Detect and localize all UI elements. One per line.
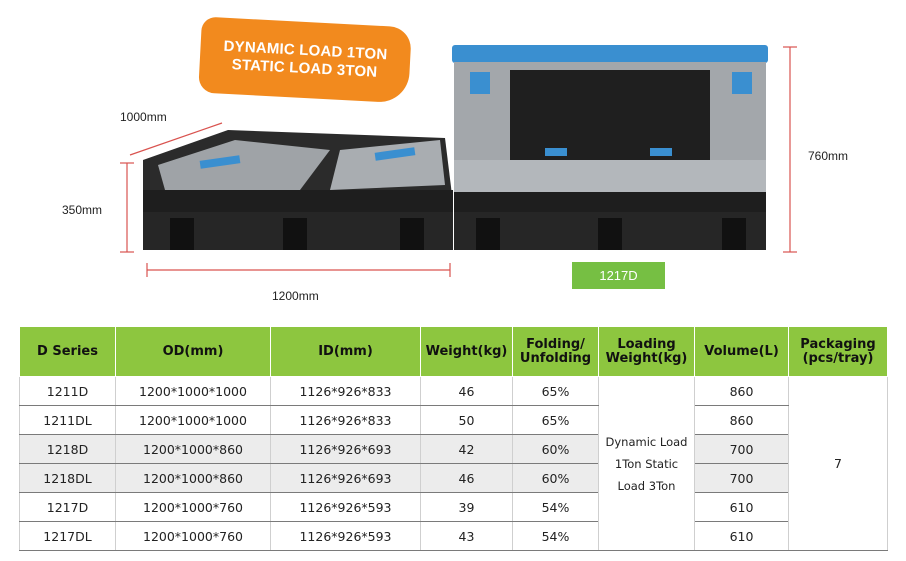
cell-volume: 860 [694,376,789,406]
cell-folding: 65% [512,376,599,406]
cell-od: 1200*1000*860 [115,434,271,464]
table-row: 1217DL 1200*1000*760 1126*926*593 43 54%… [19,521,888,551]
table-row: 1211D 1200*1000*1000 1126*926*833 46 65%… [19,376,888,551]
depth-label: 1000mm [120,110,167,124]
cell-folding: 54% [512,521,599,551]
cell-weight: 43 [420,521,513,551]
header-packaging: Packaging (pcs/tray) [788,326,888,377]
cell-od: 1200*1000*1000 [115,376,271,406]
cell-model: 1218DL [19,463,116,493]
cell-folding: 54% [512,492,599,522]
length-label: 1200mm [272,289,319,303]
header-weight: Weight(kg) [420,326,513,377]
depth-dimension-line [129,122,223,156]
cell-folding: 60% [512,463,599,493]
loading-weight-line1: Dynamic Load [605,434,688,449]
table-row: 1211DL 1200*1000*1000 1126*926*833 50 65… [19,405,888,435]
folded-container [143,130,453,250]
height-label: 760mm [808,149,849,163]
cell-weight: 50 [420,405,513,435]
cell-weight: 46 [420,463,513,493]
header-loading-line1: Loading [617,336,676,352]
cell-volume: 610 [694,521,789,551]
spec-table: D Series OD(mm) ID(mm) Weight(kg) Foldin… [19,326,888,551]
cell-folding: 60% [512,434,599,464]
cell-volume: 610 [694,492,789,522]
cell-od: 1200*1000*760 [115,492,271,522]
cell-volume: 860 [694,405,789,435]
cell-id: 1126*926*833 [270,376,421,406]
table-header-row: D Series OD(mm) ID(mm) Weight(kg) Foldin… [19,326,888,377]
cell-packaging: 7 [788,376,888,551]
container-drawing [120,45,797,277]
cell-model: 1218D [19,434,116,464]
cell-model: 1211D [19,376,116,406]
cell-od: 1200*1000*1000 [115,405,271,435]
header-loading-line2: Weight(kg) [605,350,688,366]
dimension-lines [120,46,797,277]
product-illustration: DYNAMIC LOAD 1TON STATIC LOAD 3TON 1000m… [62,16,849,303]
cell-weight: 46 [420,376,513,406]
folded-height-label: 350mm [62,203,103,217]
table-row: 1218DL 1200*1000*860 1126*926*693 46 60%… [19,463,888,493]
cell-id: 1126*926*693 [270,463,421,493]
cell-weight: 42 [420,434,513,464]
cell-model: 1211DL [19,405,116,435]
cell-volume: 700 [694,434,789,464]
cell-od: 1200*1000*860 [115,463,271,493]
cell-folding: 65% [512,405,599,435]
loading-weight-line3: Load 3Ton [617,478,676,493]
cell-od: 1200*1000*760 [115,521,271,551]
erected-container [452,45,768,250]
model-tag: 1217D [572,262,665,289]
header-folding-line2: Unfolding [519,350,592,366]
header-packaging-line2: (pcs/tray) [802,350,874,366]
cell-model: 1217D [19,492,116,522]
table-row: 1217D 1200*1000*760 1126*926*593 39 54% … [19,492,888,522]
load-capacity-badge: DYNAMIC LOAD 1TON STATIC LOAD 3TON [198,16,412,104]
header-od: OD(mm) [115,326,271,377]
table-row: 1218D 1200*1000*860 1126*926*693 42 60% … [19,434,888,464]
cell-id: 1126*926*693 [270,434,421,464]
cell-model: 1217DL [19,521,116,551]
header-volume: Volume(L) [694,326,789,377]
header-id: ID(mm) [270,326,421,377]
cell-id: 1126*926*593 [270,492,421,522]
loading-weight-line2: 1Ton Static [614,456,679,471]
header-series: D Series [19,326,116,377]
cell-id: 1126*926*593 [270,521,421,551]
header-packaging-line1: Packaging [800,336,876,352]
cell-loading-weight: Dynamic Load 1Ton Static Load 3Ton [598,376,695,551]
header-loading: Loading Weight(kg) [598,326,695,377]
header-folding: Folding/ Unfolding [512,326,599,377]
cell-weight: 39 [420,492,513,522]
cell-volume: 700 [694,463,789,493]
cell-id: 1126*926*833 [270,405,421,435]
header-folding-line1: Folding/ [526,336,585,352]
